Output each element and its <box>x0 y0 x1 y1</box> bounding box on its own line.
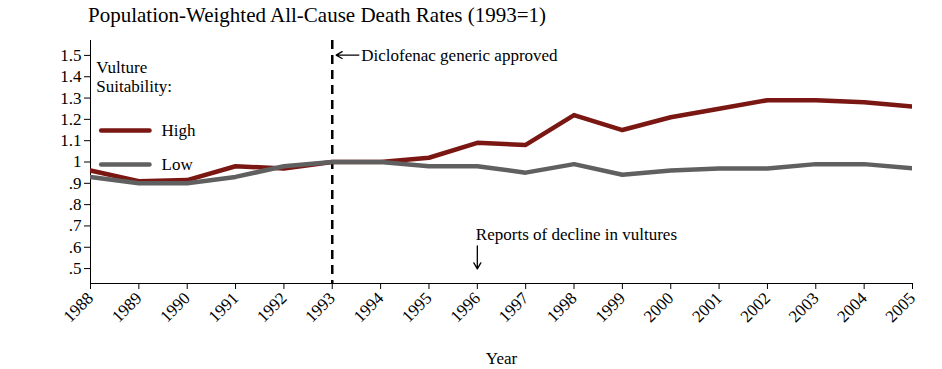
svg-text:Diclofenac generic approved: Diclofenac generic approved <box>361 46 558 65</box>
svg-text:2002: 2002 <box>737 289 774 326</box>
svg-text:.5: .5 <box>69 259 82 278</box>
svg-text:High: High <box>162 121 197 140</box>
svg-text:.6: .6 <box>69 238 82 257</box>
svg-text:1995: 1995 <box>398 289 435 326</box>
svg-text:1991: 1991 <box>205 289 242 326</box>
svg-text:1: 1 <box>73 152 82 171</box>
svg-text:1998: 1998 <box>543 289 580 326</box>
svg-text:1.4: 1.4 <box>60 67 82 86</box>
svg-text:1.3: 1.3 <box>60 88 81 107</box>
svg-text:1.1: 1.1 <box>60 131 81 150</box>
svg-text:.8: .8 <box>69 195 82 214</box>
svg-text:1994: 1994 <box>350 288 388 326</box>
svg-text:1.2: 1.2 <box>60 110 81 129</box>
svg-text:.7: .7 <box>69 216 82 235</box>
svg-text:1993: 1993 <box>301 289 338 326</box>
svg-text:2001: 2001 <box>688 289 725 326</box>
svg-text:Year: Year <box>486 349 518 366</box>
svg-text:2005: 2005 <box>882 289 919 326</box>
html-text:Population-Weighted All-Cause: Population-Weighted All-Cause Death Rate… <box>88 3 547 27</box>
svg-text:1997: 1997 <box>495 288 533 326</box>
svg-text:1996: 1996 <box>447 289 484 326</box>
svg-text:2000: 2000 <box>640 289 677 326</box>
svg-text:1988: 1988 <box>60 289 97 326</box>
svg-text:VultureSuitability:: VultureSuitability: <box>96 58 172 97</box>
svg-text:2004: 2004 <box>833 288 871 326</box>
svg-text:2003: 2003 <box>785 289 822 326</box>
svg-text:.9: .9 <box>69 174 82 193</box>
svg-text:1999: 1999 <box>592 289 629 326</box>
svg-text:1989: 1989 <box>108 289 145 326</box>
svg-text:Low: Low <box>162 155 194 174</box>
svg-text:Reports of decline in vultures: Reports of decline in vultures <box>476 225 677 244</box>
svg-text:1.5: 1.5 <box>60 46 81 65</box>
svg-text:1990: 1990 <box>156 289 193 326</box>
svg-text:1992: 1992 <box>253 289 290 326</box>
